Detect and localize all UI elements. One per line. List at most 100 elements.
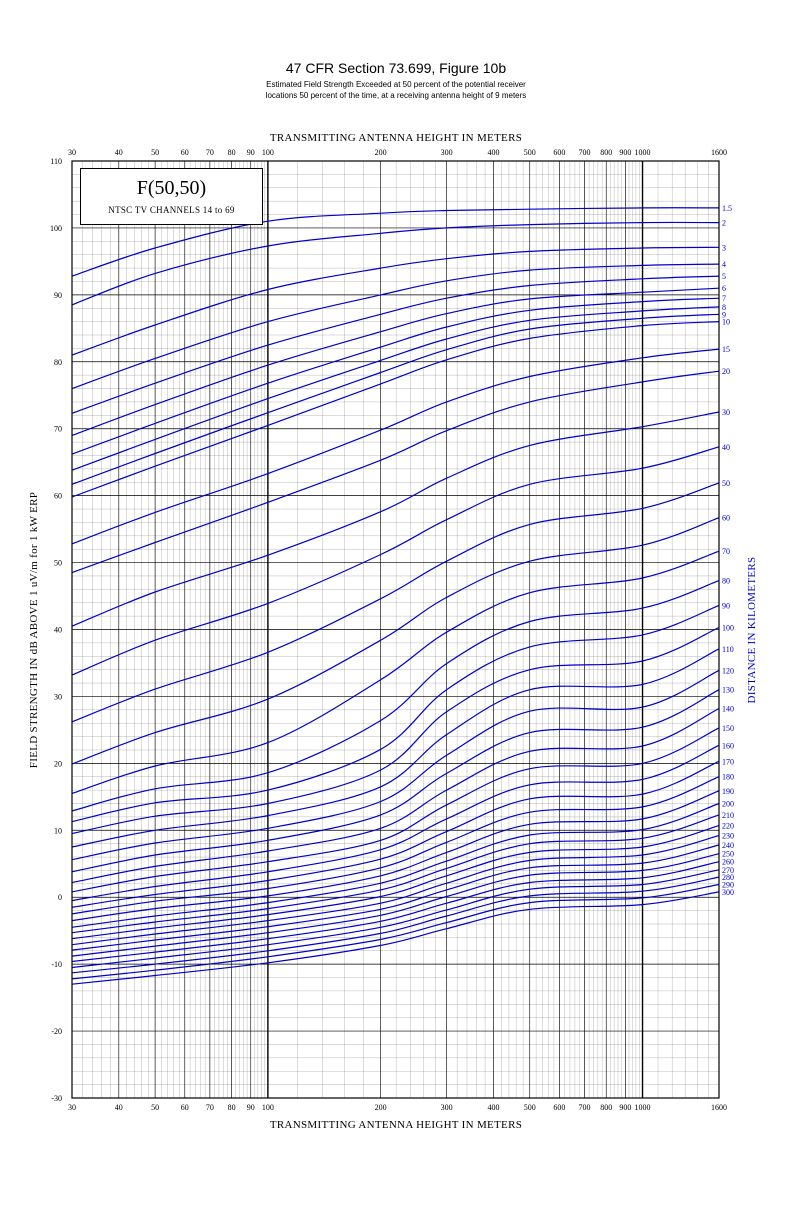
distance-curve (71, 306, 720, 471)
distance-label: 80 (722, 577, 730, 586)
distance-label: 10 (722, 318, 730, 327)
distance-label: 7 (722, 294, 726, 303)
distance-label: 230 (722, 832, 734, 841)
distance-curve (71, 835, 720, 946)
x-tick-labels-bottom: 30 40 50 60 70 80 90 100 200 300 400 500 600 700 800 90… (68, 1103, 727, 1112)
distance-curve (71, 221, 720, 306)
x-tick-label: 600 (553, 1103, 565, 1112)
x-tick-label: 100 (262, 148, 274, 157)
distance-curve (71, 648, 720, 848)
y-tick-label: 90 (54, 291, 62, 300)
distance-curve (71, 891, 720, 985)
distance-curve (71, 760, 720, 908)
y-tick-label: -20 (51, 1027, 62, 1036)
distance-label: 150 (722, 724, 734, 733)
x-tick-label: 200 (375, 148, 387, 157)
y-tick-label: -30 (51, 1094, 62, 1103)
distance-curve (71, 517, 720, 765)
distance-curve (71, 853, 720, 957)
distance-curve (71, 790, 720, 922)
x-tick-label: 70 (206, 1103, 214, 1112)
y-axis-label: FIELD STRENGTH IN dB ABOVE 1 uV/m for 1 … (28, 492, 40, 768)
x-tick-label: 900 (619, 1103, 631, 1112)
distance-label: 2 (722, 219, 726, 228)
x-tick-label: 60 (181, 148, 189, 157)
chart-title: 47 CFR Section 73.699, Figure 10b (285, 60, 507, 76)
x-tick-label: 30 (68, 148, 76, 157)
legend-box: F(50,50) NTSC TV CHANNELS 14 to 69 (80, 168, 263, 225)
x-tick-label: 500 (524, 1103, 536, 1112)
x-tick-label: 900 (619, 148, 631, 157)
y-tick-label: 80 (54, 358, 62, 367)
x-tick-label: 80 (228, 148, 236, 157)
distance-curve (71, 348, 720, 545)
distance-curve (71, 844, 720, 951)
y-tick-label: 10 (54, 826, 62, 835)
distance-label: 50 (722, 479, 730, 488)
y-tick-label: 40 (54, 626, 62, 635)
distance-label: 90 (722, 601, 730, 610)
distance-curve (71, 297, 720, 455)
distance-label: 100 (722, 623, 734, 632)
y-tick-label: -10 (51, 960, 62, 969)
distance-curves (71, 207, 720, 985)
x-tick-label: 800 (600, 148, 612, 157)
y-tick-label: 30 (54, 692, 62, 701)
distance-label: 6 (722, 284, 726, 293)
distance-label: 70 (722, 547, 730, 556)
y-tick-label: 100 (50, 224, 62, 233)
distance-curve (71, 626, 720, 835)
distance-label: 110 (722, 645, 734, 654)
x-axis-label-bottom: TRANSMITTING ANTENNA HEIGHT IN METERS (270, 1119, 522, 1131)
distance-label: 8 (722, 303, 726, 312)
x-tick-label: 700 (578, 1103, 590, 1112)
y-tick-label: 70 (54, 425, 62, 434)
distance-label: 60 (722, 514, 730, 523)
x-tick-label: 70 (206, 148, 214, 157)
distance-curve (71, 861, 720, 963)
distance-curve (71, 776, 720, 915)
distance-curve (71, 869, 720, 969)
distance-label: 270 (722, 866, 734, 875)
x-tick-label: 40 (115, 1103, 123, 1112)
x-tick-label: 90 (247, 148, 255, 157)
distance-label: 15 (722, 345, 730, 354)
x-tick-label: 1000 (635, 148, 651, 157)
distance-curve (71, 370, 720, 574)
distance-label: 20 (722, 367, 730, 376)
distance-label: 260 (722, 858, 734, 867)
x-tick-label: 90 (247, 1103, 255, 1112)
distance-curve (71, 482, 720, 723)
x-tick-label: 400 (487, 148, 499, 157)
distance-curve (71, 744, 720, 902)
x-tick-label: 200 (375, 1103, 387, 1112)
distance-curve (71, 446, 720, 676)
distance-label: 130 (722, 686, 734, 695)
x-tick-label: 700 (578, 148, 590, 157)
distance-curve (71, 727, 720, 893)
legend-box-title: F(50,50) (136, 177, 207, 199)
distance-curve (71, 275, 720, 414)
distance-label: 180 (722, 773, 734, 782)
distance-curve (71, 814, 720, 934)
plot-frame (71, 160, 720, 1099)
x-tick-label: 400 (487, 1103, 499, 1112)
y-tick-label: 110 (50, 157, 62, 166)
distance-label: 280 (722, 873, 734, 882)
distance-curve (71, 580, 720, 812)
right-axis-label: DISTANCE IN KILOMETERS (746, 557, 758, 704)
y-tick-label: 20 (54, 759, 62, 768)
distance-curve (71, 802, 720, 928)
x-tick-label: 600 (553, 148, 565, 157)
x-tick-label: 300 (441, 1103, 453, 1112)
distance-curve (71, 883, 720, 980)
distance-label: 5 (722, 272, 726, 281)
x-tick-label: 100 (262, 1103, 274, 1112)
distance-label: 210 (722, 811, 734, 820)
distance-label: 9 (722, 310, 726, 319)
distance-label: 120 (722, 666, 734, 675)
distance-label: 240 (722, 841, 734, 850)
x-tick-label: 800 (600, 1103, 612, 1112)
x-tick-labels-top: 30 40 50 60 70 80 90 100 200 300 400 500 600 700 800 90… (68, 148, 727, 157)
